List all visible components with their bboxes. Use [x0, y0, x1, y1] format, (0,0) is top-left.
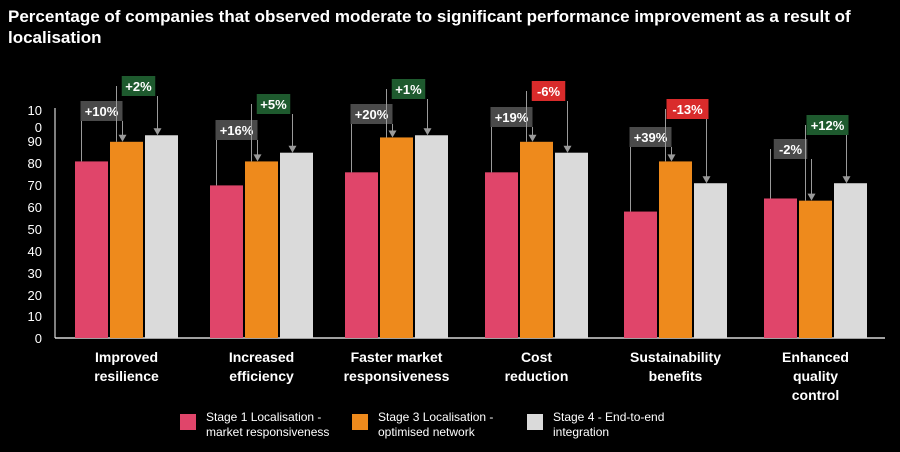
bar — [415, 135, 448, 338]
stage3-change-label: +16% — [220, 123, 254, 138]
y-tick-label: 60 — [28, 200, 42, 215]
legend-swatch — [352, 414, 368, 430]
y-tick-label: 0 — [35, 331, 42, 346]
stage4-change-arrowhead — [153, 128, 162, 136]
bar — [75, 161, 108, 338]
stage3-change-label-box — [80, 101, 123, 121]
stage4-change-label-box — [806, 115, 849, 135]
stage4-change-label: +2% — [125, 79, 152, 94]
stage4-change-label: -6% — [537, 84, 561, 99]
legend-swatch — [527, 414, 543, 430]
stage3-change-label-box — [629, 127, 672, 147]
bar — [345, 172, 378, 338]
stage3-change-arrowhead — [388, 130, 397, 138]
bar — [520, 141, 553, 338]
bar — [280, 152, 313, 338]
stage4-change-arrowhead — [702, 176, 711, 184]
legend-swatch — [180, 414, 196, 430]
bar — [110, 141, 143, 338]
stage4-change-label: -13% — [672, 102, 703, 117]
stage4-change-label-box — [121, 76, 156, 96]
stage3-change-label: +19% — [495, 110, 529, 125]
category-label: Faster market responsiveness — [344, 349, 450, 384]
category-label: Increased efficiency — [229, 349, 294, 384]
bar — [764, 198, 797, 338]
legend-item: Stage 1 Localisation - market responsive… — [180, 410, 329, 440]
y-tick-label: 10 — [28, 309, 42, 324]
stage3-change-label-box — [490, 107, 533, 127]
chart-title: Percentage of companies that observed mo… — [8, 7, 851, 47]
category-label: Cost reduction — [505, 349, 569, 384]
y-tick-label: 20 — [28, 288, 42, 303]
bar — [485, 172, 518, 338]
y-tick-label: 40 — [28, 244, 42, 259]
legend-item: Stage 4 - End-to-end integration — [527, 410, 664, 440]
category-label: Improved resilience — [94, 349, 159, 384]
y-tick-label: 90 — [28, 134, 42, 149]
stage3-change-arrowhead — [118, 134, 127, 142]
legend-label: Stage 4 - End-to-end integration — [553, 410, 665, 439]
stage3-change-label-box — [773, 139, 808, 159]
stage3-change-label: +20% — [355, 107, 389, 122]
stage3-change-label-box — [350, 104, 393, 124]
stage4-change-label-box — [256, 94, 291, 114]
bar — [799, 200, 832, 338]
category-label: Enhanced quality control — [782, 349, 849, 403]
bar — [380, 137, 413, 338]
stage3-change-label: -2% — [779, 142, 803, 157]
stage4-change-arrowhead — [563, 145, 572, 153]
stage3-change-arrowhead — [528, 134, 537, 142]
bar — [659, 161, 692, 338]
y-tick-label: 70 — [28, 178, 42, 193]
bar — [210, 185, 243, 338]
bar — [624, 211, 657, 338]
y-tick-label: 80 — [28, 156, 42, 171]
stage4-change-label-box — [531, 81, 566, 101]
legend-label: Stage 1 Localisation - market responsive… — [206, 410, 330, 439]
stage3-change-arrowhead — [667, 154, 676, 162]
stage4-change-arrowhead — [423, 128, 432, 136]
bar — [555, 152, 588, 338]
legend-item: Stage 3 Localisation - optimised network — [352, 410, 493, 440]
category-label: Sustainability benefits — [630, 349, 721, 384]
stage4-change-label: +1% — [395, 82, 422, 97]
stage4-change-arrowhead — [288, 145, 297, 153]
y-tick-label: 10 — [28, 103, 42, 118]
y-tick-label: 30 — [28, 266, 42, 281]
bar — [834, 183, 867, 338]
y-tick-label: 50 — [28, 222, 42, 237]
stage3-change-arrowhead — [807, 193, 816, 201]
stage4-change-label: +5% — [260, 97, 287, 112]
legend-label: Stage 3 Localisation - optimised network — [378, 410, 494, 439]
bar — [145, 135, 178, 338]
bar — [245, 161, 278, 338]
stage3-change-label-box — [215, 120, 258, 140]
stage4-change-label-box — [391, 79, 426, 99]
stage3-change-arrowhead — [253, 154, 262, 162]
y-tick-label: 0 — [35, 120, 42, 135]
stage4-change-label-box — [666, 99, 709, 119]
bar — [694, 183, 727, 338]
stage3-change-label: +10% — [85, 104, 119, 119]
stage4-change-label: +12% — [811, 118, 845, 133]
stage3-change-label: +39% — [634, 130, 668, 145]
stage4-change-arrowhead — [842, 176, 851, 184]
